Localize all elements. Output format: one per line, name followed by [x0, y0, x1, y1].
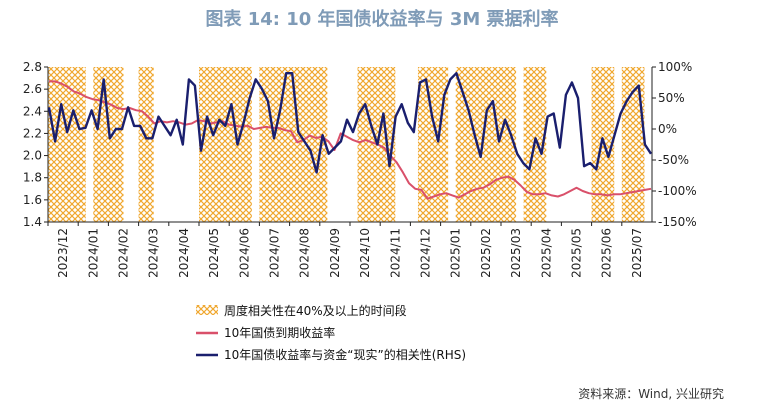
hatch-period-9 [478, 67, 517, 222]
hatch-period-2 [138, 67, 154, 222]
x-tick-label-12: 2024/12 [419, 228, 433, 278]
x-tick-label-11: 2024/11 [388, 228, 402, 278]
x-tick-label-16: 2025/04 [539, 228, 553, 278]
y2-tick-label-3: 0% [658, 122, 677, 136]
x-tick-label-15: 2025/03 [509, 228, 523, 278]
y-tick-label-7: 2.8 [23, 60, 42, 74]
y-tick-label-5: 2.4 [23, 104, 42, 118]
hatch-period-8 [455, 67, 479, 222]
x-tick-label-8: 2024/08 [298, 228, 312, 278]
hatch-period-12 [621, 67, 645, 222]
y-tick-label-0: 1.4 [23, 215, 42, 229]
y2-tick-label-0: -150% [658, 215, 697, 229]
y2-tick-label-5: 100% [658, 60, 692, 74]
hatch-layer [48, 67, 645, 222]
y2-tick-label-4: 50% [658, 91, 685, 105]
legend-label-corr: 10年国债收益率与资金“现实”的相关性(RHS) [224, 347, 466, 362]
axes-layer: 1.4 1.6 1.8 2.0 2.2 2.4 2.6 2.8 -150% -100% -50% 0%… [23, 60, 697, 278]
series-layer [47, 71, 653, 200]
chart-title: 图表 14: 10 年国债收益率与 3M 票据利率 [205, 9, 559, 30]
x-tick-label-9: 2024/09 [328, 228, 342, 278]
y-tick-label-1: 1.6 [23, 193, 42, 207]
x-tick-label-3: 2024/03 [147, 228, 161, 278]
y-tick-label-3: 2.0 [23, 149, 42, 163]
legend-label-hatch: 周度相关性在40%及以上的时间段 [224, 303, 407, 318]
x-tick-label-0: 2023/12 [56, 228, 70, 278]
legend-label-yield: 10年国债到期收益率 [224, 325, 335, 340]
hatch-period-7 [417, 67, 449, 222]
x-tick-label-7: 2024/07 [268, 228, 282, 278]
hatch-period-4 [229, 67, 252, 222]
correlation-series-line [47, 71, 653, 174]
y2-tick-label-1: -100% [658, 184, 697, 198]
hatch-period-3 [199, 67, 230, 222]
x-tick-label-5: 2024/05 [207, 228, 221, 278]
x-tick-label-2: 2024/02 [117, 228, 131, 278]
y2-tick-label-2: -50% [658, 153, 689, 167]
x-tick-label-4: 2024/04 [177, 228, 191, 278]
x-tick-label-18: 2025/06 [600, 228, 614, 278]
hatch-period-1 [93, 67, 124, 222]
yield-series-line [49, 80, 652, 200]
x-tick-label-10: 2024/10 [358, 228, 372, 278]
y-tick-label-4: 2.2 [23, 126, 42, 140]
x-tick-label-6: 2024/06 [237, 228, 251, 278]
y-tick-label-2: 1.8 [23, 171, 42, 185]
hatch-period-11 [591, 67, 615, 222]
legend: 周度相关性在40%及以上的时间段 10年国债到期收益率 10年国债收益率与资金“现实… [196, 303, 466, 362]
x-tick-label-14: 2025/02 [479, 228, 493, 278]
x-tick-label-17: 2025/05 [570, 228, 584, 278]
x-tick-label-19: 2025/07 [630, 228, 644, 278]
y-tick-label-6: 2.6 [23, 82, 42, 96]
hatch-period-0 [48, 67, 86, 222]
source-note: 资料来源：Wind, 兴业研究 [578, 387, 724, 401]
x-tick-label-13: 2025/01 [449, 228, 463, 278]
x-tick-label-1: 2024/01 [86, 228, 100, 278]
legend-swatch-hatch [196, 305, 218, 315]
